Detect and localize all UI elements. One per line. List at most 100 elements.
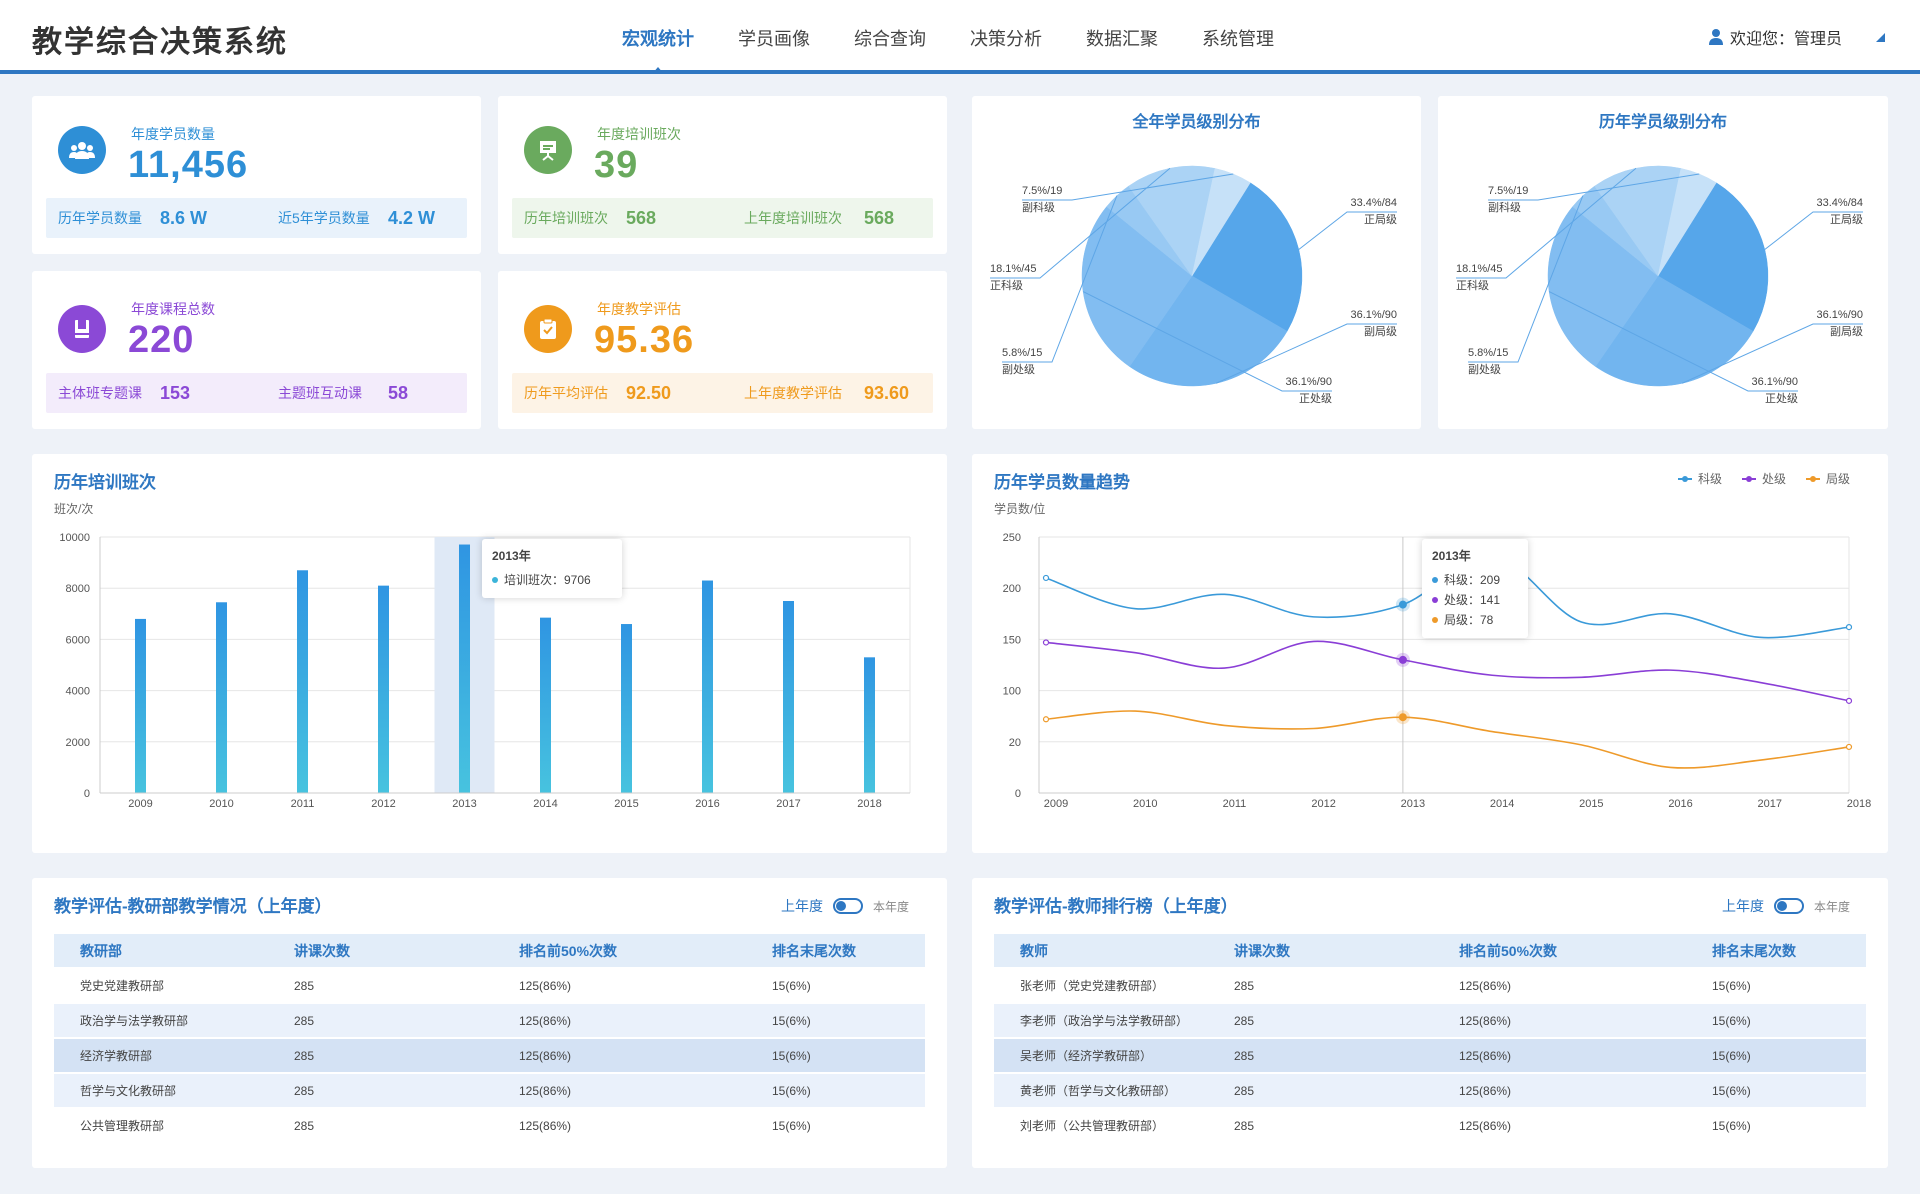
pie-leader-line — [1002, 195, 1118, 363]
pie-leader-line — [1215, 323, 1397, 384]
cell: 哲学与文化教研部 — [80, 1084, 177, 1098]
pie-title: 全年学员级别分布 — [1132, 114, 1261, 131]
nav-macro-stats[interactable]: 宏观统计 — [611, 0, 705, 74]
legend-item-ke[interactable]: 科级 — [1677, 470, 1722, 487]
user-icon — [1708, 29, 1723, 45]
col-header[interactable]: 排名末尾次数 — [772, 942, 856, 959]
line-panel: 历年学员数量趋势 学员数/位 科级 处级 局级 0 20 100 150 200 250 2… — [972, 454, 1888, 853]
table-row[interactable]: 刘老师（公共管理教研部） 285 125(86%) 15(6%) — [994, 1109, 1866, 1142]
sub-label: 近5年学员数量 — [278, 210, 370, 226]
legend-line-icon — [1805, 475, 1820, 482]
cell: 125(86%) — [1459, 1013, 1512, 1028]
x-tick-label: 2015 — [614, 798, 638, 810]
pie-leader-line — [1456, 167, 1637, 279]
table-row[interactable]: 政治学与法学教研部 285 125(86%) 15(6%) — [54, 1004, 925, 1037]
nav-query[interactable]: 综合查询 — [854, 29, 926, 49]
dropdown-caret-icon[interactable] — [1876, 32, 1885, 42]
pie-category-label: 副处级 — [1468, 363, 1501, 376]
nav-student-profile[interactable]: 学员画像 — [738, 29, 810, 49]
nav-data-aggregation[interactable]: 数据汇聚 — [1086, 29, 1158, 49]
toggle-label-last-year[interactable]: 上年度 — [780, 898, 823, 914]
x-tick-label: 2013 — [452, 798, 476, 810]
user-menu[interactable]: 欢迎您：管理员 — [1708, 0, 1885, 74]
teacher-table: 教师 讲课次数 排名前50%次数 排名末尾次数 张老师（党史党建教研部） 285 1… — [994, 934, 1866, 1144]
y-tick-label: 6000 — [66, 634, 90, 646]
legend-dot-icon — [1432, 597, 1438, 603]
col-header[interactable]: 排名前50%次数 — [1459, 942, 1558, 959]
legend-label: 处级 — [1761, 472, 1786, 486]
legend-item-ju[interactable]: 局级 — [1805, 470, 1850, 487]
highlight-point — [1398, 600, 1407, 609]
table-row[interactable]: 公共管理教研部 285 125(86%) 15(6%) — [54, 1109, 925, 1142]
x-tick-label: 2014 — [1490, 798, 1514, 810]
x-tick-label: 2009 — [1044, 798, 1068, 810]
table-row[interactable]: 吴老师（经济学教研部） 285 125(86%) 15(6%) — [994, 1039, 1866, 1072]
cell: 125(86%) — [1459, 1118, 1512, 1133]
x-tick-label: 2012 — [1311, 798, 1335, 810]
y-tick-label: 250 — [1003, 532, 1021, 544]
toggle-label-last-year[interactable]: 上年度 — [1721, 898, 1764, 914]
sub-value: 58 — [388, 383, 409, 403]
nav-system-admin[interactable]: 系统管理 — [1202, 29, 1274, 49]
data-point — [1042, 639, 1050, 646]
x-tick-label: 2012 — [371, 798, 395, 810]
table-row[interactable]: 经济学教研部 285 125(86%) 15(6%) — [54, 1039, 925, 1072]
pie-leader-line — [990, 167, 1171, 279]
bar — [459, 544, 470, 793]
legend-dot-icon — [1432, 577, 1438, 583]
tooltip-title: 2013年 — [1432, 549, 1471, 563]
col-header[interactable]: 教研部 — [80, 942, 122, 959]
stat-value: 11,456 — [128, 144, 249, 186]
pie-category-label: 副科级 — [1488, 200, 1521, 214]
sub-label: 主题班互动课 — [278, 385, 362, 401]
nav-decision-analysis[interactable]: 决策分析 — [970, 29, 1042, 49]
col-header[interactable]: 讲课次数 — [1234, 942, 1290, 959]
stat-value: 95.36 — [594, 319, 695, 361]
cell: 285 — [1234, 978, 1255, 993]
legend-item-chu[interactable]: 处级 — [1741, 470, 1786, 487]
sub-value: 92.50 — [626, 383, 672, 403]
cell: 经济学教研部 — [80, 1049, 153, 1063]
legend-line-icon — [1741, 475, 1756, 482]
pie-value-label: 18.1%/45 — [1456, 263, 1502, 275]
col-header[interactable]: 教师 — [1020, 942, 1048, 959]
year-switch[interactable] — [832, 898, 863, 914]
x-tick-label: 2017 — [776, 798, 800, 810]
tooltip-row: 科级：209 — [1444, 573, 1501, 587]
cell: 15(6%) — [772, 1048, 811, 1063]
pie-leader-line — [1022, 173, 1234, 201]
col-header[interactable]: 讲课次数 — [294, 942, 350, 959]
y-tick-label: 10000 — [59, 532, 90, 544]
y-tick-label: 20 — [1009, 737, 1021, 749]
tooltip-row: 培训班次：9706 — [504, 573, 591, 587]
data-point — [1042, 574, 1050, 582]
col-header[interactable]: 排名前50%次数 — [519, 942, 618, 959]
sub-label: 上年度培训班次 — [744, 210, 842, 226]
y-tick-label: 4000 — [66, 686, 90, 698]
toggle-label-this-year[interactable]: 本年度 — [1813, 899, 1850, 914]
pie-value-label: 7.5%/19 — [1488, 185, 1528, 197]
year-switch[interactable] — [1773, 898, 1804, 914]
legend-line-icon — [1677, 475, 1692, 482]
bar — [540, 617, 551, 793]
table-row[interactable]: 张老师（党史党建教研部） 285 125(86%) 15(6%) — [994, 969, 1866, 1002]
stat-label: 年度课程总数 — [131, 301, 215, 317]
table-row[interactable]: 党史党建教研部 285 125(86%) 15(6%) — [54, 969, 925, 1002]
x-tick-label: 2018 — [857, 798, 881, 810]
cell: 285 — [294, 978, 315, 993]
clipboard-check-icon — [524, 305, 572, 353]
pie-category-label: 副科级 — [1022, 200, 1055, 214]
cell: 285 — [294, 1083, 315, 1098]
sub-value: 153 — [160, 383, 191, 403]
table-row[interactable]: 哲学与文化教研部 285 125(86%) 15(6%) — [54, 1074, 925, 1107]
toggle-label-this-year[interactable]: 本年度 — [872, 899, 909, 914]
table-row[interactable]: 黄老师（哲学与文化教研部） 285 125(86%) 15(6%) — [994, 1074, 1866, 1107]
table-row[interactable]: 李老师（政治学与法学教研部） 285 125(86%) 15(6%) — [994, 1004, 1866, 1037]
col-header[interactable]: 排名末尾次数 — [1712, 942, 1796, 959]
cell: 15(6%) — [1712, 1083, 1751, 1098]
cell: 125(86%) — [1459, 1083, 1512, 1098]
welcome-text: 欢迎您：管理员 — [1729, 31, 1842, 48]
bar — [378, 585, 389, 793]
stat-value: 39 — [594, 144, 639, 186]
cell: 政治学与法学教研部 — [80, 1014, 189, 1028]
